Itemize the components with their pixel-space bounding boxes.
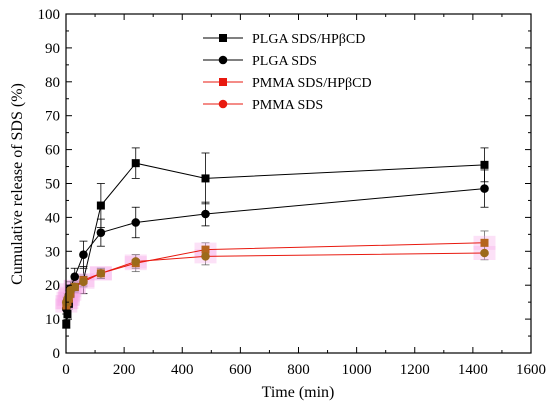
x-tick-label: 1400: [458, 362, 488, 378]
y-tick-label: 10: [45, 312, 60, 328]
legend-marker-square: [219, 34, 227, 42]
data-point-square: [480, 160, 489, 169]
x-tick-label: 0: [62, 362, 70, 378]
axes-layer: 0 200 400 600 800 1000 1200 1400 1600 0 10 20 30 40 50…: [38, 7, 547, 378]
y-tick-label: 60: [45, 143, 60, 159]
legend-label: PMMA SDS: [252, 98, 323, 113]
legend-label: PMMA SDS/HPβCD: [252, 76, 372, 91]
y-tick-label: 20: [45, 278, 60, 294]
y-tick-label: 30: [45, 244, 60, 260]
data-point-circle: [70, 272, 80, 282]
series-line: [65, 188, 485, 309]
legend-marker-circle: [218, 55, 228, 65]
data-point-circle: [201, 252, 210, 261]
legend-marker-square: [219, 78, 227, 86]
series-lines-layer: [65, 162, 485, 325]
data-point-square: [63, 310, 72, 319]
legend: PLGA SDS/HPβCD PLGA SDS PMMA SDS/HPβCD PMMA…: [203, 32, 372, 113]
markers-layer: [61, 159, 489, 329]
data-point-circle: [131, 218, 141, 227]
x-tick-label: 600: [229, 362, 252, 378]
data-point-circle: [79, 277, 88, 287]
y-tick-label: 0: [53, 346, 61, 362]
data-point-square: [96, 201, 105, 210]
y-tick-label: 90: [45, 41, 60, 57]
y-tick-label: 70: [45, 109, 60, 125]
x-tick-label: 1000: [342, 362, 372, 378]
x-tick-label: 400: [171, 362, 194, 378]
legend-marker-circle: [218, 99, 228, 109]
data-point-square: [131, 159, 140, 168]
data-point-square: [480, 238, 489, 247]
series-line: [65, 242, 485, 306]
legend-label: PLGA SDS: [252, 54, 317, 69]
y-tick-label: 100: [38, 7, 61, 23]
data-point-circle: [70, 282, 80, 292]
x-tick-label: 800: [287, 362, 310, 378]
y-tick-label: 50: [45, 177, 60, 193]
y-tick-label: 40: [45, 210, 60, 226]
x-tick-label: 200: [113, 362, 136, 378]
data-point-circle: [201, 209, 210, 219]
legend-label: PLGA SDS/HPβCD: [252, 32, 365, 47]
y-axis-title: Cumulative release of SDS (%): [9, 83, 26, 285]
x-tick-label: 1200: [400, 362, 430, 378]
data-point-square: [201, 245, 210, 254]
data-point-circle: [480, 248, 489, 258]
data-point-circle: [96, 269, 106, 278]
data-point-circle: [131, 257, 141, 266]
data-point-circle: [480, 184, 489, 193]
data-point-circle: [79, 250, 88, 259]
series-line: [65, 162, 485, 325]
data-point-circle: [96, 228, 106, 237]
x-axis-title: Time (min): [262, 384, 335, 401]
x-tick-label: 1600: [516, 362, 546, 378]
y-tick-label: 80: [45, 75, 60, 91]
data-point-square: [201, 174, 210, 183]
